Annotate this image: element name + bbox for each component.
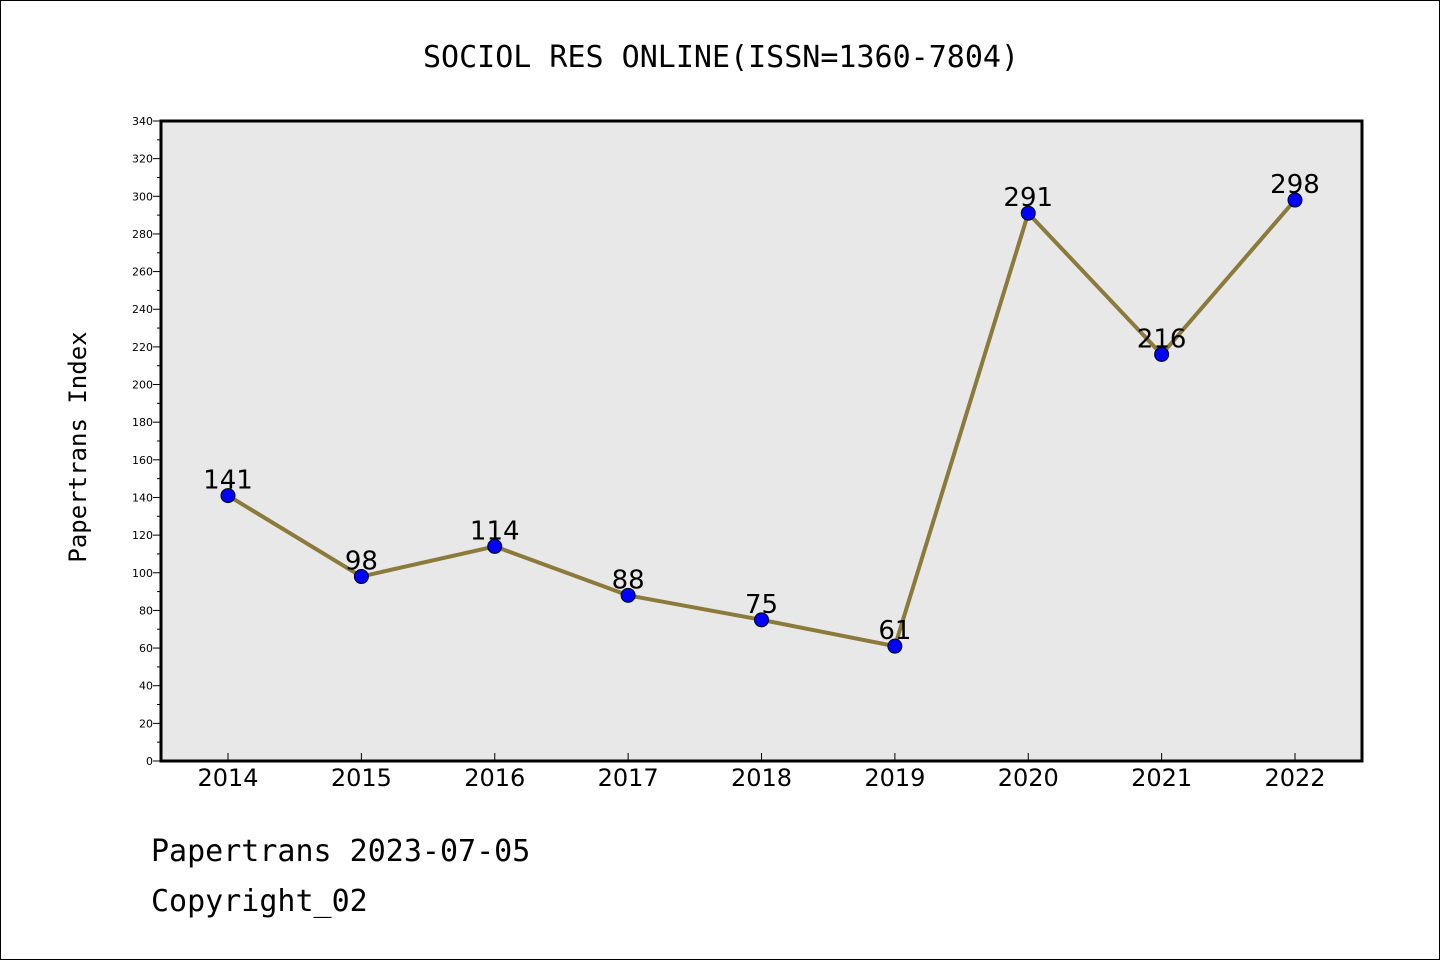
data-point-marker [353, 569, 369, 585]
footer-source: Papertrans 2023-07-05 [151, 834, 531, 869]
y-tick-label: 80 [139, 604, 153, 617]
y-tick-label: 260 [132, 266, 153, 279]
x-tick-label: 2017 [598, 764, 659, 792]
data-value-label: 291 [1003, 183, 1053, 213]
footer-copyright: Copyright_02 [151, 884, 368, 919]
data-point-marker [220, 488, 236, 504]
x-tick-label: 2020 [998, 764, 1059, 792]
data-point-marker [887, 638, 903, 654]
data-point-marker [1154, 346, 1170, 362]
marker-group [220, 192, 1303, 654]
data-value-label: 75 [745, 590, 778, 620]
data-point-marker [754, 612, 769, 628]
data-value-label: 216 [1137, 324, 1187, 354]
data-value-label: 114 [470, 516, 520, 546]
data-point-marker [1020, 205, 1036, 221]
y-tick-label: 180 [132, 416, 153, 429]
data-value-label: 141 [203, 466, 253, 496]
plot-area [159, 119, 1364, 763]
data-point-marker [1287, 192, 1303, 208]
x-tick-label: 2018 [731, 764, 792, 792]
data-label-group: 141 98 114 88 75 61 291 216 298 [203, 170, 1320, 646]
data-value-label: 61 [878, 616, 911, 646]
chart-title: SOCIOL RES ONLINE(ISSN=1360-7804) [423, 40, 1019, 75]
y-tick-label: 120 [132, 529, 153, 542]
x-axis: 2014 2015 2016 2017 2018 2019 2020 2021 2022 [197, 753, 1326, 792]
x-tick-label: 2019 [864, 764, 925, 792]
y-tick-label: 200 [132, 379, 153, 392]
y-tick-label: 140 [132, 491, 153, 504]
data-point-marker [620, 587, 636, 603]
x-tick-label: 2016 [464, 764, 525, 792]
data-point-marker [487, 538, 503, 554]
y-tick-label: 0 [146, 755, 153, 768]
y-tick-label: 340 [132, 115, 153, 128]
y-axis-label: Papertrans Index [64, 331, 92, 562]
y-tick-label: 280 [132, 228, 153, 241]
y-tick-label: 40 [139, 680, 153, 693]
y-tick-label: 60 [139, 642, 153, 655]
data-value-label: 88 [612, 565, 645, 595]
x-tick-label: 2022 [1264, 764, 1325, 792]
x-tick-label: 2014 [197, 764, 258, 792]
y-tick-label: 300 [132, 190, 153, 203]
data-value-label: 298 [1270, 170, 1320, 200]
y-tick-label: 240 [132, 303, 153, 316]
data-value-label: 98 [345, 547, 378, 577]
y-tick-label: 160 [132, 454, 153, 467]
x-tick-label: 2015 [331, 764, 392, 792]
y-tick-label: 100 [132, 567, 153, 580]
y-axis: 0 20 40 60 80 100 120 140 160 180 200 220 240 260 280 3… [132, 115, 161, 768]
x-tick-label: 2021 [1131, 764, 1192, 792]
y-tick-label: 320 [132, 153, 153, 166]
y-tick-label: 220 [132, 341, 153, 354]
y-tick-label: 20 [139, 717, 153, 730]
